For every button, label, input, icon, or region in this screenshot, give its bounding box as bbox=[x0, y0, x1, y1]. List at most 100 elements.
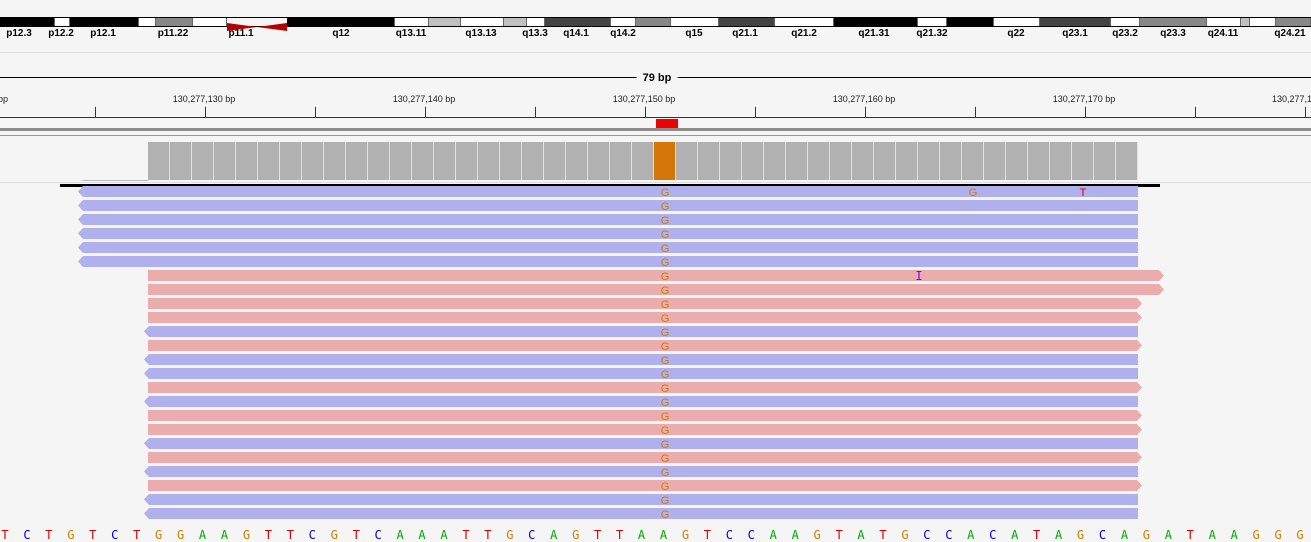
cytoband-26[interactable] bbox=[1207, 18, 1241, 26]
cytoband-1[interactable] bbox=[55, 18, 70, 26]
coverage-bar[interactable] bbox=[368, 142, 390, 180]
read-reverse[interactable]: G bbox=[144, 494, 1138, 507]
read-forward[interactable]: G bbox=[148, 452, 1142, 465]
coverage-bar[interactable] bbox=[1006, 142, 1028, 180]
cytoband-14[interactable] bbox=[611, 18, 636, 26]
coverage-bar[interactable] bbox=[302, 142, 324, 180]
coverage-bar[interactable] bbox=[522, 142, 544, 180]
coverage-bar[interactable] bbox=[874, 142, 896, 180]
read-reverse[interactable]: G bbox=[144, 508, 1138, 521]
read-reverse[interactable]: G bbox=[78, 256, 1138, 269]
cytoband-24[interactable] bbox=[1111, 18, 1140, 26]
coverage-bar[interactable] bbox=[192, 142, 214, 180]
cytoband-18[interactable] bbox=[775, 18, 834, 26]
coverage-bar[interactable] bbox=[456, 142, 478, 180]
coverage-bar[interactable] bbox=[1072, 142, 1094, 180]
read-reverse[interactable]: G bbox=[144, 368, 1138, 381]
read-body[interactable] bbox=[144, 396, 1138, 407]
cytoband-23[interactable] bbox=[1040, 18, 1111, 26]
coverage-bar[interactable] bbox=[214, 142, 236, 180]
coverage-bar[interactable] bbox=[258, 142, 280, 180]
insertion-marker[interactable]: I bbox=[915, 269, 922, 283]
coverage-bar[interactable] bbox=[236, 142, 258, 180]
coverage-bar[interactable] bbox=[434, 142, 456, 180]
read-reverse[interactable]: G bbox=[144, 466, 1138, 479]
cytoband-8[interactable] bbox=[395, 18, 429, 26]
cytoband-22[interactable] bbox=[994, 18, 1040, 26]
coverage-bar[interactable] bbox=[984, 142, 1006, 180]
coverage-bar[interactable] bbox=[588, 142, 610, 180]
coverage-track[interactable] bbox=[0, 138, 1311, 182]
read-forward[interactable]: G bbox=[148, 480, 1142, 493]
read-forward[interactable]: G bbox=[148, 312, 1142, 325]
read-reverse[interactable]: G bbox=[144, 396, 1138, 409]
cytoband-0[interactable] bbox=[0, 18, 55, 26]
region-of-interest-marker[interactable] bbox=[656, 119, 678, 128]
cytoband-17[interactable] bbox=[719, 18, 775, 26]
read-reverse[interactable]: G bbox=[78, 228, 1138, 241]
read-body[interactable] bbox=[148, 382, 1142, 393]
chromosome-ideogram[interactable] bbox=[0, 17, 1311, 31]
coverage-bar[interactable] bbox=[1094, 142, 1116, 180]
cytoband-29[interactable] bbox=[1276, 18, 1311, 26]
coverage-bar[interactable] bbox=[918, 142, 940, 180]
cytoband-4[interactable] bbox=[156, 18, 193, 26]
read-body[interactable] bbox=[148, 270, 1164, 281]
read-body[interactable] bbox=[148, 424, 1142, 435]
cytoband-11[interactable] bbox=[504, 18, 527, 26]
read-body[interactable] bbox=[144, 368, 1138, 379]
read-body[interactable] bbox=[78, 186, 1138, 197]
read-body[interactable] bbox=[78, 228, 1138, 239]
coverage-bar[interactable] bbox=[390, 142, 412, 180]
cytoband-9[interactable] bbox=[429, 18, 461, 26]
coverage-bar[interactable] bbox=[764, 142, 786, 180]
read-body[interactable] bbox=[144, 354, 1138, 365]
read-body[interactable] bbox=[78, 200, 1138, 211]
read-body[interactable] bbox=[148, 480, 1142, 491]
coverage-bar[interactable] bbox=[720, 142, 742, 180]
read-forward[interactable]: G bbox=[148, 340, 1142, 353]
read-reverse[interactable]: G bbox=[78, 214, 1138, 227]
cytoband-3[interactable] bbox=[139, 18, 156, 26]
cytoband-19[interactable] bbox=[834, 18, 918, 26]
coverage-bar[interactable] bbox=[852, 142, 874, 180]
cytoband-6[interactable] bbox=[227, 18, 287, 31]
cytoband-12[interactable] bbox=[527, 18, 545, 26]
coverage-bar[interactable] bbox=[1028, 142, 1050, 180]
cytoband-28[interactable] bbox=[1250, 18, 1276, 26]
read-body[interactable] bbox=[148, 452, 1142, 463]
coverage-bar[interactable] bbox=[500, 142, 522, 180]
cytoband-25[interactable] bbox=[1140, 18, 1207, 26]
read-reverse[interactable]: G bbox=[78, 200, 1138, 213]
genomic-ruler[interactable]: 0 bp 130,277,130 bp 130,277,140 bp 130,277,… bbox=[0, 90, 1311, 120]
cytoband-15[interactable] bbox=[636, 18, 671, 26]
read-reverse[interactable]: G bbox=[144, 438, 1138, 451]
cytoband-2[interactable] bbox=[70, 18, 139, 26]
read-forward[interactable]: G bbox=[148, 410, 1142, 423]
coverage-bar[interactable] bbox=[544, 142, 566, 180]
read-body[interactable] bbox=[78, 214, 1138, 225]
coverage-bar[interactable] bbox=[566, 142, 588, 180]
coverage-bar[interactable] bbox=[698, 142, 720, 180]
coverage-bar[interactable] bbox=[830, 142, 852, 180]
read-body[interactable] bbox=[144, 438, 1138, 449]
read-forward[interactable]: G bbox=[148, 284, 1164, 297]
cytoband-10[interactable] bbox=[461, 18, 504, 26]
cytoband-13[interactable] bbox=[545, 18, 611, 26]
coverage-bar[interactable] bbox=[1050, 142, 1072, 180]
coverage-bar[interactable] bbox=[412, 142, 434, 180]
coverage-bar-mismatch[interactable] bbox=[654, 142, 676, 180]
coverage-bar[interactable] bbox=[808, 142, 830, 180]
read-body[interactable] bbox=[148, 298, 1142, 309]
coverage-bar[interactable] bbox=[280, 142, 302, 180]
coverage-bar[interactable] bbox=[148, 142, 170, 180]
coverage-bar[interactable] bbox=[610, 142, 632, 180]
read-forward[interactable]: G bbox=[148, 424, 1142, 437]
coverage-bar[interactable] bbox=[632, 142, 654, 180]
read-body[interactable] bbox=[144, 466, 1138, 477]
coverage-bar[interactable] bbox=[896, 142, 918, 180]
read-body[interactable] bbox=[78, 256, 1138, 267]
read-body[interactable] bbox=[144, 326, 1138, 337]
read-forward[interactable]: G bbox=[148, 382, 1142, 395]
